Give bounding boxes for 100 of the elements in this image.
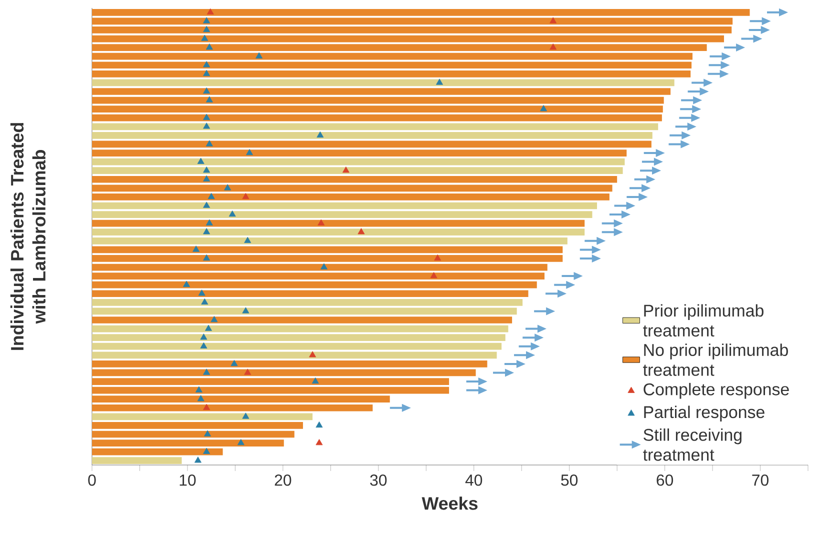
- point: [197, 395, 204, 402]
- bar: [92, 79, 674, 86]
- point: [200, 342, 208, 348]
- bar: [92, 26, 732, 34]
- point: [246, 149, 254, 156]
- x-tick-label: 50: [561, 474, 578, 486]
- point: [206, 44, 213, 50]
- point: [203, 254, 210, 261]
- point: [206, 219, 213, 226]
- x-tick-label: 30: [370, 474, 387, 486]
- point: [550, 44, 557, 50]
- bar: [92, 404, 373, 412]
- bar: [92, 8, 750, 16]
- bar: [92, 237, 568, 244]
- bar: [92, 386, 450, 394]
- bar: [92, 378, 450, 385]
- bar: [92, 211, 592, 218]
- bar: [92, 272, 545, 280]
- point: [203, 166, 210, 173]
- bar: [92, 413, 313, 420]
- point: [237, 439, 244, 446]
- bar: [92, 422, 303, 429]
- bar: [92, 264, 548, 271]
- bar: [92, 334, 506, 341]
- bar: [92, 194, 610, 200]
- point: [204, 324, 212, 331]
- point: [430, 272, 438, 278]
- point: [434, 254, 442, 261]
- point: [195, 386, 202, 392]
- point: [316, 131, 324, 138]
- x-tick-label: 10: [180, 474, 196, 486]
- point: [210, 316, 218, 322]
- bar: [92, 308, 517, 315]
- legend-label: Prior ipilimumab treatment: [643, 304, 764, 337]
- x-tick-label: 40: [465, 474, 482, 486]
- point: [203, 368, 210, 375]
- bar: [92, 70, 691, 78]
- bar: [92, 396, 390, 403]
- bar: [92, 316, 512, 324]
- point: [244, 368, 252, 375]
- x-axis-title: Weeks: [422, 496, 478, 510]
- point: [342, 166, 350, 173]
- point: [197, 158, 204, 164]
- point: [242, 192, 250, 200]
- bar: [92, 18, 733, 25]
- point: [244, 236, 252, 243]
- y-axis-title: Individual Patients Treated with Lambrolizumab: [10, 123, 46, 350]
- legend-label: Still receiving treatment: [643, 428, 742, 461]
- point: [203, 448, 210, 454]
- point: [201, 298, 208, 305]
- point: [309, 351, 316, 358]
- point: [204, 430, 212, 436]
- point: [201, 34, 208, 41]
- point: [203, 404, 210, 410]
- bar: [92, 228, 585, 236]
- bar: [92, 140, 652, 148]
- bar: [92, 430, 294, 438]
- point: [242, 307, 250, 314]
- point: [206, 8, 214, 14]
- point: [312, 378, 319, 384]
- point: [183, 280, 190, 287]
- point: [203, 61, 210, 68]
- bar: [92, 150, 627, 156]
- point: [316, 439, 323, 446]
- bar: [92, 202, 598, 210]
- x-tick-label: 0: [88, 474, 96, 486]
- point: [194, 456, 202, 463]
- point: [203, 87, 210, 94]
- bar: [92, 457, 182, 464]
- x-tick-label: 60: [656, 474, 674, 486]
- bar: [92, 360, 488, 368]
- bar: [92, 114, 662, 122]
- point: [436, 78, 443, 85]
- point: [230, 360, 238, 366]
- point: [318, 219, 325, 226]
- legend-label: Complete response: [644, 382, 789, 399]
- x-tick-label: 20: [274, 474, 292, 486]
- bar: [92, 167, 623, 174]
- point: [198, 290, 206, 296]
- bar: [92, 44, 707, 51]
- point: [203, 175, 210, 182]
- point: [358, 228, 365, 234]
- bar: [92, 246, 563, 254]
- point: [316, 421, 323, 428]
- bar: [92, 96, 664, 104]
- point: [203, 202, 210, 208]
- point: [200, 334, 208, 340]
- bar: [92, 158, 625, 166]
- point: [203, 114, 210, 120]
- bar: [92, 35, 724, 42]
- legend-label: Partial response: [644, 406, 764, 422]
- point: [203, 122, 210, 129]
- point: [203, 17, 210, 24]
- point: [208, 192, 215, 200]
- bar: [92, 298, 523, 306]
- bar: [92, 440, 284, 446]
- point: [320, 263, 328, 270]
- bar: [92, 106, 663, 112]
- bar: [92, 448, 223, 456]
- point: [203, 26, 210, 32]
